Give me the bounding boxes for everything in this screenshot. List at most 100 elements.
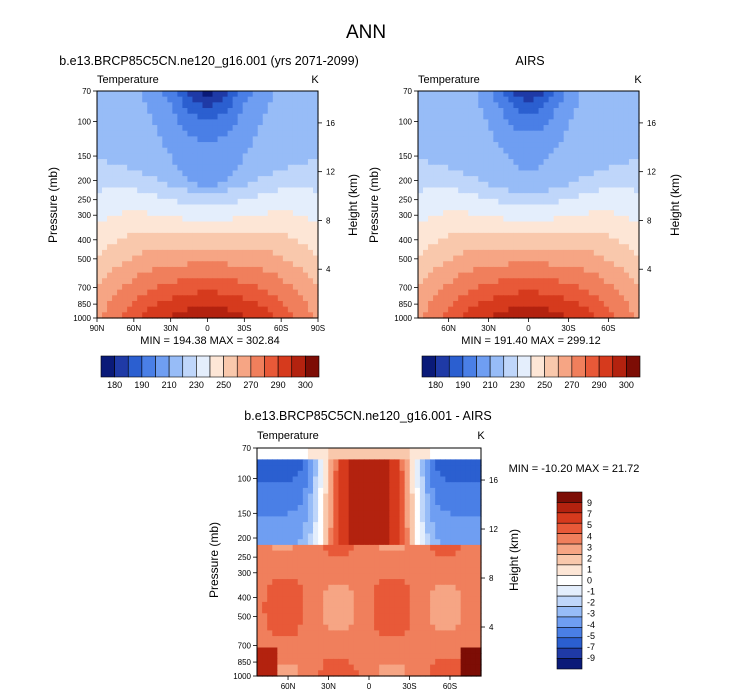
- field-cell: [182, 289, 189, 296]
- field-cell: [533, 193, 540, 200]
- field-cell: [277, 516, 284, 523]
- field-cell: [182, 295, 189, 302]
- field-cell: [282, 312, 289, 319]
- field-cell: [277, 159, 284, 166]
- field-cell: [182, 204, 189, 211]
- field-cell: [328, 459, 334, 466]
- field-cell: [543, 278, 550, 285]
- field-cell: [533, 289, 540, 296]
- field-cell: [598, 244, 605, 251]
- field-cell: [438, 232, 444, 240]
- field-cell: [292, 204, 299, 211]
- field-cell: [508, 119, 515, 126]
- field-cell: [297, 544, 304, 552]
- field-cell: [478, 176, 484, 183]
- field-cell: [147, 227, 153, 234]
- field-cell: [533, 159, 540, 166]
- field-cell: [443, 295, 449, 302]
- field-cell: [475, 601, 482, 609]
- field-cell: [475, 613, 482, 620]
- field-cell: [107, 289, 113, 296]
- field-cell: [353, 562, 360, 569]
- field-cell: [443, 283, 449, 291]
- field-cell: [197, 187, 204, 194]
- field-cell: [232, 176, 239, 183]
- field-cell: [262, 244, 269, 251]
- y-tick-label: 100: [78, 117, 92, 126]
- field-cell: [112, 221, 118, 228]
- field-cell: [608, 159, 615, 166]
- field-cell: [262, 255, 269, 262]
- field-cell: [358, 539, 365, 546]
- field-cell: [272, 108, 279, 115]
- field-cell: [374, 516, 380, 523]
- field-cell: [583, 119, 590, 126]
- field-cell: [262, 278, 269, 285]
- field-cell: [414, 476, 421, 483]
- field-cell: [475, 544, 482, 552]
- field-cell: [137, 300, 143, 308]
- field-cell: [247, 312, 254, 319]
- field-cell: [528, 130, 535, 137]
- field-cell: [588, 142, 595, 149]
- field-cell: [548, 210, 555, 217]
- field-cell: [428, 227, 434, 234]
- field-cell: [272, 181, 279, 189]
- field-cell: [478, 96, 484, 103]
- field-cell: [573, 306, 580, 313]
- field-cell: [307, 147, 314, 155]
- field-cell: [578, 204, 585, 211]
- field-cell: [613, 232, 620, 240]
- field-cell: [307, 613, 314, 620]
- field-cell: [127, 204, 133, 211]
- field-cell: [583, 227, 590, 234]
- field-cell: [598, 108, 605, 115]
- field-cell: [470, 487, 477, 495]
- field-cell: [618, 119, 625, 126]
- field-cell: [267, 261, 274, 268]
- field-cell: [312, 164, 319, 172]
- field-cell: [628, 176, 635, 183]
- field-cell: [518, 159, 525, 166]
- field-cell: [593, 204, 600, 211]
- field-cell: [470, 573, 477, 580]
- field-cell: [227, 238, 234, 245]
- field-cell: [242, 198, 249, 206]
- field-cell: [478, 232, 484, 240]
- field-cell: [242, 96, 249, 103]
- field-cell: [122, 102, 128, 109]
- field-cell: [455, 493, 462, 500]
- field-cell: [177, 136, 183, 143]
- field-cell: [633, 113, 640, 120]
- field-cell: [312, 159, 319, 166]
- field-cell: [287, 255, 294, 262]
- field-cell: [473, 312, 479, 319]
- field-cell: [112, 91, 118, 98]
- field-cell: [538, 159, 545, 166]
- field-cell: [202, 232, 209, 240]
- field-cell: [217, 289, 224, 296]
- field-cell: [389, 470, 396, 478]
- field-cell: [247, 119, 254, 126]
- field-cell: [608, 306, 615, 313]
- field-cell: [287, 567, 294, 574]
- field-cell: [297, 170, 304, 177]
- field-cell: [147, 272, 153, 279]
- field-cell: [112, 159, 118, 166]
- field-cell: [277, 283, 284, 291]
- field-cell: [440, 579, 446, 586]
- field-cell: [475, 448, 482, 455]
- field-cell: [277, 522, 284, 529]
- field-cell: [147, 176, 153, 183]
- field-cell: [217, 164, 224, 172]
- field-cell: [312, 266, 319, 274]
- field-cell: [187, 289, 194, 296]
- field-cell: [513, 187, 520, 194]
- field-cell: [182, 96, 189, 103]
- field-cell: [262, 613, 268, 620]
- field-cell: [498, 96, 504, 103]
- field-cell: [237, 119, 244, 126]
- field-cell: [127, 266, 133, 274]
- field-cell: [262, 215, 269, 223]
- field-cell: [267, 459, 273, 466]
